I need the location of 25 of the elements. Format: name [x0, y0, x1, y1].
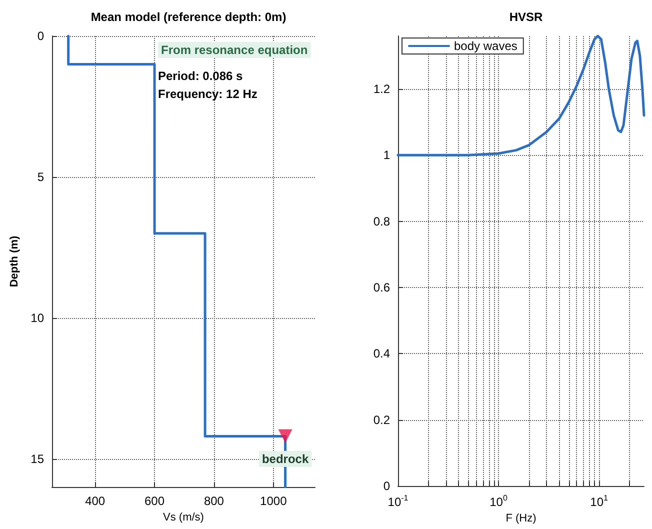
- x-tick-label: 400: [85, 494, 106, 508]
- y-tick-label: 0.8: [373, 214, 390, 228]
- x-axis-title: Vs (m/s): [163, 511, 204, 524]
- y-axis-title: Depth (m): [8, 236, 20, 288]
- x-tick-label: 1000: [260, 494, 288, 508]
- annotation: bedrock: [262, 452, 309, 466]
- y-tick-label: 10: [30, 310, 44, 325]
- x-tick-label: 800: [204, 494, 224, 508]
- y-tick-label: 0.2: [373, 412, 390, 427]
- chart-title: HVSR: [509, 10, 543, 24]
- chart-title: Mean model (reference depth: 0m): [90, 10, 286, 24]
- y-tick-label: 0.6: [373, 280, 390, 295]
- y-tick-label: 0.4: [373, 346, 390, 361]
- y-tick-label: 1.2: [373, 82, 390, 96]
- x-axis-title: F (Hz): [506, 512, 536, 524]
- y-tick-label: 15: [30, 452, 44, 466]
- y-tick-label: 0: [383, 479, 390, 494]
- y-tick-label: 1: [383, 148, 390, 162]
- annotation: Frequency: 12 Hz: [158, 87, 258, 101]
- annotation: From resonance equation: [161, 43, 308, 57]
- annotation: Period: 0.086 s: [158, 69, 244, 83]
- legend-label: body waves: [454, 39, 518, 53]
- y-tick-label: 5: [37, 170, 44, 184]
- x-tick-label: 600: [144, 494, 165, 508]
- y-tick-label: 0: [37, 29, 44, 43]
